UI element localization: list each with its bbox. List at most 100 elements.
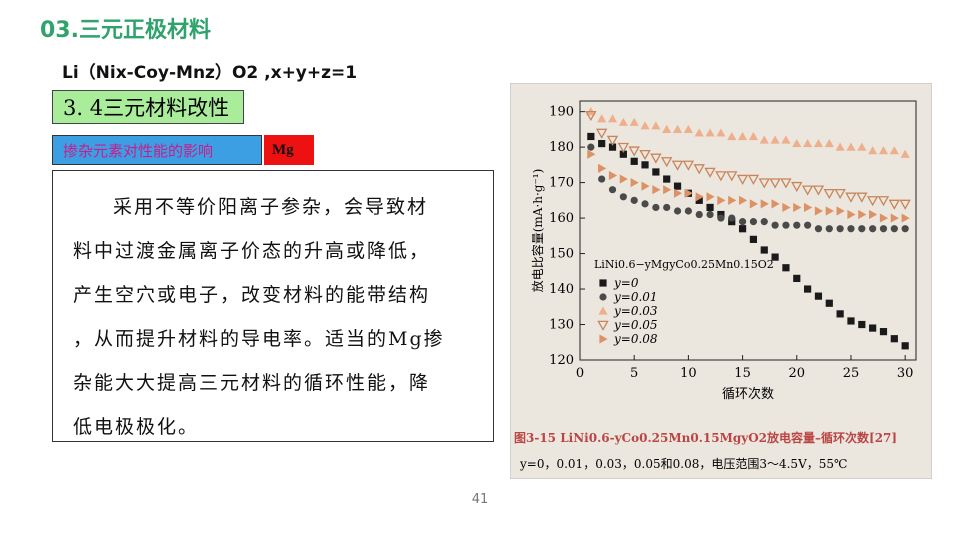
data-point (899, 199, 911, 210)
y-tick-label: 170 (549, 176, 574, 191)
y-axis-label: 放电比容量(mA·h·g⁻¹) (530, 169, 545, 293)
data-point (793, 274, 801, 282)
data-point (901, 213, 910, 223)
data-point (619, 193, 627, 201)
data-point (660, 157, 673, 168)
data-point (652, 185, 661, 195)
data-point (804, 285, 812, 293)
data-point (791, 181, 803, 193)
data-point (673, 207, 682, 215)
figure: 0 5 10 15 20 25 30 120 130 140 150 160 170 180 190 循环次数… (510, 83, 932, 479)
data-point (598, 175, 606, 183)
data-point (869, 225, 877, 233)
data-point (749, 199, 759, 209)
data-point (801, 185, 814, 196)
data-point (608, 170, 618, 181)
data-point (793, 221, 801, 229)
data-point (792, 138, 802, 148)
data-point (663, 203, 671, 212)
data-point (825, 206, 834, 216)
slide-title: 03.三元正极材料 (40, 18, 211, 43)
y-tick-label: 150 (549, 247, 574, 262)
section-label: 3. 4三元材料改性 (52, 90, 244, 124)
data-point (705, 128, 715, 137)
data-point (717, 195, 726, 205)
legend-marker (599, 293, 607, 301)
data-point (639, 149, 651, 161)
data-point (749, 235, 758, 243)
data-point (619, 150, 627, 158)
data-point (900, 149, 910, 158)
data-point (706, 210, 714, 219)
data-point (890, 335, 898, 343)
data-point (617, 142, 630, 154)
data-point (673, 182, 682, 190)
data-point (888, 199, 901, 210)
data-point (585, 110, 597, 122)
data-point (727, 131, 737, 141)
x-axis-label: 循环次数 (722, 386, 774, 402)
data-point (856, 192, 868, 203)
data-point (793, 202, 802, 213)
data-point (749, 218, 758, 226)
data-point (771, 221, 779, 229)
data-point (836, 225, 844, 233)
paragraph-line: 采用不等价阳离子参杂，会导致材 (113, 196, 429, 218)
data-point (629, 117, 639, 126)
data-point (682, 160, 695, 171)
data-point (771, 253, 779, 261)
data-point (738, 195, 748, 205)
data-point (630, 196, 638, 204)
data-point (715, 171, 727, 182)
data-point (694, 128, 704, 137)
data-point (782, 264, 790, 272)
data-point (737, 131, 748, 141)
data-point (866, 196, 879, 207)
data-point (847, 317, 855, 325)
paragraph-line: ，从而提升材料的导电率。适当的Mg掺 (73, 328, 445, 350)
data-point (812, 185, 825, 196)
data-point (587, 149, 596, 159)
data-point (760, 199, 769, 209)
legend-marker (599, 279, 607, 287)
x-tick-label: 20 (789, 366, 806, 381)
page-number: 41 (471, 492, 489, 507)
data-point (879, 328, 888, 336)
y-tick-label: 140 (549, 282, 574, 297)
data-point (759, 135, 769, 144)
data-point (726, 171, 738, 182)
data-point (595, 128, 608, 139)
data-point (877, 196, 890, 207)
legend-marker (597, 320, 609, 331)
data-point (770, 135, 780, 144)
data-point (693, 164, 705, 175)
data-point (608, 186, 617, 194)
data-point (598, 139, 606, 148)
data-point (673, 188, 683, 198)
data-point (652, 203, 660, 212)
legend-marker (599, 334, 608, 344)
data-point (781, 135, 791, 144)
data-point (836, 206, 845, 216)
data-point (683, 124, 693, 133)
data-point (706, 203, 714, 212)
data-point (598, 163, 607, 174)
data-point (618, 117, 628, 126)
legend-label: y=0 (613, 276, 639, 290)
data-point (641, 161, 649, 169)
legend-title: LiNi0.6−yMgyCo0.25Mn0.15O2 (594, 258, 774, 271)
data-point (890, 225, 898, 233)
data-point (587, 143, 595, 151)
data-point (825, 299, 833, 307)
paragraph-line: 料中过渡金属离子价态的升高或降低， (73, 240, 431, 262)
data-point (738, 218, 747, 226)
data-point (846, 142, 856, 151)
x-tick-label: 10 (680, 366, 697, 381)
data-point (736, 174, 749, 185)
data-point (835, 142, 845, 151)
data-point (804, 202, 813, 213)
y-tick-label: 120 (549, 353, 574, 368)
paragraph-line: 低电极极化。 (73, 416, 200, 438)
x-tick-label: 30 (897, 366, 914, 381)
